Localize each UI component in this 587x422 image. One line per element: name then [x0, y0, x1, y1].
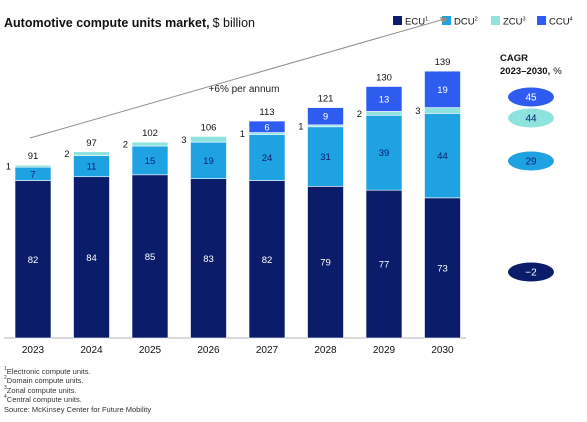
data-label-ecu-2027: 82: [262, 255, 273, 266]
data-label-ccu-2028: 9: [323, 112, 328, 123]
bar-segment-dcu-2029: [365, 114, 403, 191]
total-label-2027: 113: [259, 107, 274, 118]
source-note: Source: McKinsey Center for Future Mobil…: [4, 404, 152, 414]
data-label-zcu-2026: 3: [181, 135, 186, 146]
bar-segment-ccu-2030: [424, 70, 461, 108]
bar-segment-zcu-2029: [365, 111, 403, 116]
bar-segment-ccu-2027: [248, 120, 286, 133]
footnotes: 1Electronic compute units. 2Domain compu…: [4, 367, 151, 414]
bar-segment-zcu-2030: [424, 107, 461, 114]
data-label-ecu-2023: 82: [28, 255, 39, 266]
cagr-subtitle: 2023–2030,%: [500, 66, 562, 77]
tick-label-2027: 2027: [256, 345, 279, 356]
bar-segment-dcu-2030: [424, 113, 461, 199]
data-label-zcu-2028: 1: [298, 121, 303, 132]
bar-segment-ecu-2029: [365, 189, 403, 339]
data-label-dcu-2028: 31: [320, 152, 331, 163]
bar-segment-ecu-2026: [190, 178, 227, 339]
footnote-1: 1Electronic compute units.: [4, 366, 91, 377]
bar-segment-ecu-2025: [131, 174, 169, 339]
total-label-2030: 139: [435, 57, 451, 68]
cagr-value-ecu: −2: [525, 268, 537, 279]
data-label-ecu-2024: 84: [86, 253, 97, 264]
bar-segment-dcu-2027: [248, 134, 286, 181]
bar-segment-zcu-2025: [131, 141, 169, 147]
bar-segment-ecu-2030: [424, 197, 461, 339]
legend: ECU1 DCU2 ZCU3 CCU4: [393, 16, 573, 28]
footnote-4: 4Central compute units.: [4, 394, 82, 405]
tick-label-2023: 2023: [22, 345, 45, 356]
legend-swatch-zcu: [491, 16, 500, 25]
legend-swatch-ccu: [537, 16, 546, 25]
tick-label-2025: 2025: [139, 345, 162, 356]
cagr-panel: CAGR 2023–2030, % 45 44 29 −2: [500, 53, 562, 282]
data-label-zcu-2027: 1: [240, 129, 245, 140]
data-label-ccu-2030: 19: [437, 85, 448, 96]
legend-swatch-ecu: [393, 16, 402, 25]
data-label-zcu-2023: 1: [6, 162, 11, 173]
data-label-dcu-2024: 11: [87, 162, 97, 173]
data-label-ecu-2026: 83: [203, 254, 214, 265]
trend-line: [29, 17, 449, 139]
data-label-dcu-2025: 15: [145, 156, 156, 167]
data-label-dcu-2023: 7: [30, 169, 35, 180]
bar-segment-ecu-2027: [248, 180, 286, 339]
data-label-zcu-2030: 3: [415, 106, 420, 117]
data-label-ccu-2027: 6: [264, 122, 269, 133]
tick-label-2024: 2024: [80, 345, 103, 356]
footnote-3: 3Zonal compute units.: [4, 384, 77, 395]
cagr-pill-dcu: [508, 151, 554, 171]
trend-arrow: +6% per annum: [29, 17, 449, 139]
data-label-ecu-2030: 73: [437, 263, 448, 274]
bar-segment-ecu-2028: [307, 186, 344, 339]
cagr-pill-ccu: [508, 87, 554, 107]
data-label-ecu-2025: 85: [145, 252, 156, 263]
tick-label-2029: 2029: [373, 345, 396, 356]
legend-label-ecu: ECU1: [405, 17, 428, 28]
data-label-dcu-2026: 19: [203, 156, 214, 167]
bar-segment-dcu-2028: [307, 126, 344, 187]
bar-segment-zcu-2023: [14, 164, 52, 168]
tick-label-2028: 2028: [314, 345, 337, 356]
data-label-zcu-2029: 2: [357, 109, 362, 120]
chart-title: Automotive compute units market, $ billio…: [4, 16, 255, 30]
legend-swatch-dcu: [442, 16, 451, 25]
legend-label-dcu: DCU2: [454, 17, 478, 28]
data-label-dcu-2029: 39: [379, 148, 390, 159]
data-label-ccu-2029: 13: [379, 94, 390, 105]
cagr-value-zcu: 44: [525, 114, 537, 125]
total-label-2024: 97: [86, 138, 97, 149]
total-label-2023: 91: [28, 151, 39, 162]
bar-segment-zcu-2024: [73, 151, 110, 156]
data-label-dcu-2030: 44: [437, 151, 448, 162]
total-label-2029: 130: [376, 72, 392, 83]
cagr-value-dcu: 29: [525, 157, 537, 168]
bars: 8271912023841129720248515210220258319310…: [4, 57, 466, 356]
cagr-pill-ecu: [508, 262, 554, 282]
data-label-dcu-2027: 24: [262, 153, 273, 164]
legend-label-ccu: CCU4: [549, 17, 573, 28]
total-label-2028: 121: [318, 94, 334, 105]
bar-segment-ccu-2028: [307, 107, 344, 126]
bar-segment-ccu-2029: [365, 86, 403, 112]
trend-arrowhead: [440, 17, 448, 24]
data-label-zcu-2024: 2: [64, 149, 69, 160]
data-label-zcu-2025: 2: [123, 140, 128, 151]
legend-label-zcu: ZCU3: [503, 17, 526, 28]
total-label-2025: 102: [142, 128, 158, 139]
footnote-2: 2Domain compute units.: [4, 375, 84, 386]
data-label-ecu-2028: 79: [320, 258, 331, 269]
cagr-pill-zcu: [508, 108, 554, 128]
tick-label-2030: 2030: [431, 345, 454, 356]
trend-annotation: +6% per annum: [209, 84, 280, 95]
tick-label-2026: 2026: [197, 345, 220, 356]
data-label-ecu-2029: 77: [379, 260, 390, 271]
total-label-2026: 106: [201, 122, 217, 133]
bar-segment-ecu-2024: [73, 176, 110, 339]
bar-segment-zcu-2026: [190, 136, 227, 143]
cagr-value-ccu: 45: [525, 93, 537, 104]
cagr-title: CAGR: [500, 53, 528, 64]
